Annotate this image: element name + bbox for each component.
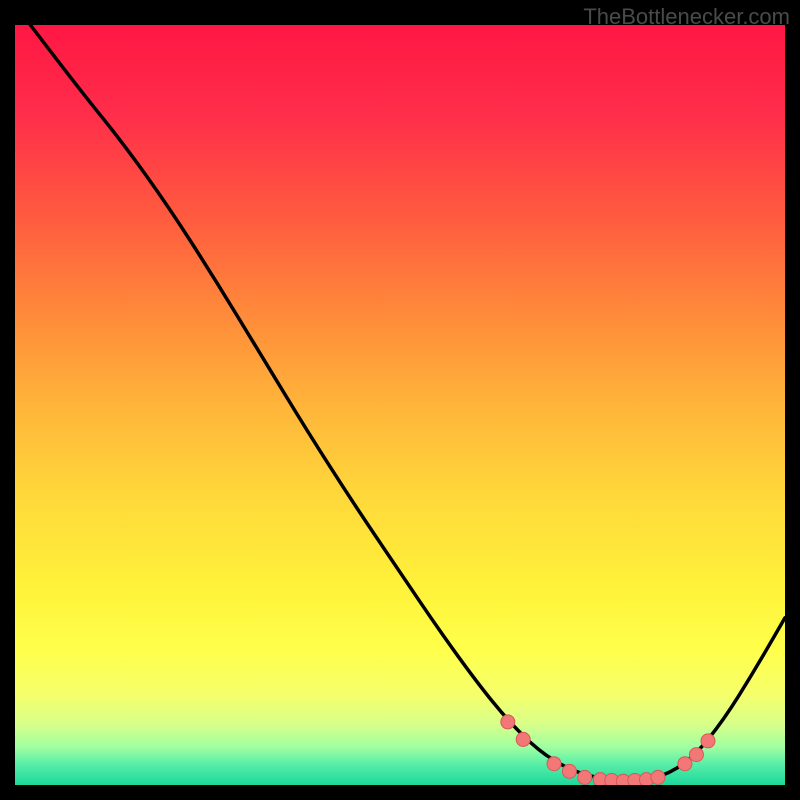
curve-marker	[678, 757, 692, 771]
chart-plot-area	[15, 25, 785, 785]
curve-marker	[651, 770, 665, 784]
curve-marker	[501, 715, 515, 729]
curve-markers	[501, 715, 715, 785]
curve-marker	[562, 764, 576, 778]
curve-marker	[547, 757, 561, 771]
curve-marker	[516, 732, 530, 746]
curve-marker	[689, 748, 703, 762]
curve-layer	[15, 25, 785, 785]
bottleneck-curve	[30, 25, 785, 780]
curve-marker	[701, 734, 715, 748]
curve-marker	[578, 770, 592, 784]
watermark-text: TheBottlenecker.com	[583, 4, 790, 30]
